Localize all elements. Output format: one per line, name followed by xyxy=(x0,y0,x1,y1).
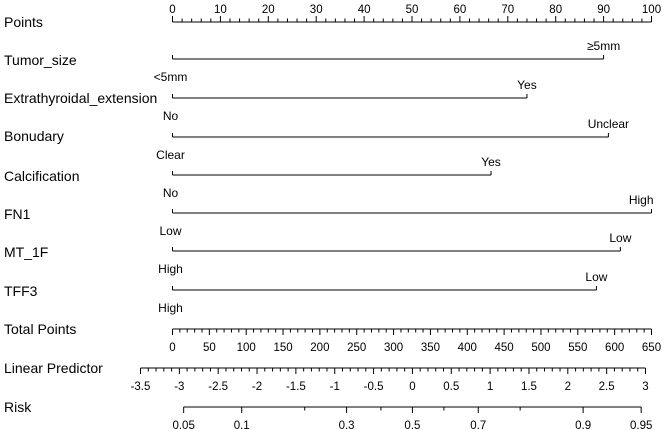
points-tick-label: 40 xyxy=(358,4,371,16)
total-points-tick-label: 350 xyxy=(421,342,440,354)
variable-row: No Yes xyxy=(163,78,537,123)
variable-row: Clear Unclear xyxy=(156,117,629,162)
points-tick-label: 30 xyxy=(310,4,323,16)
total-points-tick-label: 200 xyxy=(310,342,329,354)
linear-predictor-tick-label: -1.5 xyxy=(286,381,306,393)
linear-predictor-tick-label: 2 xyxy=(565,381,571,393)
level-label: <5mm xyxy=(154,70,188,84)
variable-label: FN1 xyxy=(4,206,31,222)
risk-tick-label: 0.95 xyxy=(630,420,652,430)
points-axis: 0 10 20 30 40 50 60 70 80 90 100 xyxy=(169,4,661,23)
variable-row: <5mm ≥5mm xyxy=(154,39,621,84)
linear-predictor-tick-label: 0.5 xyxy=(443,381,459,393)
risk-tick-label: 0.5 xyxy=(404,420,420,430)
linear-predictor-tick-label: 1.5 xyxy=(521,381,537,393)
linear-predictor-axis: -3.5 -3 -2.5 -2 -1.5 -1 -0.5 0 0.5 1 1.5 2 2.5 3 xyxy=(131,367,649,393)
variable-row: High Low xyxy=(158,270,608,315)
total-points-tick-label: 550 xyxy=(568,342,587,354)
risk-tick-label: 0.1 xyxy=(234,420,250,430)
total-points-tick-label: 100 xyxy=(237,342,256,354)
points-tick-label: 10 xyxy=(214,4,227,16)
points-tick-label: 20 xyxy=(262,4,275,16)
linear-predictor-tick-label: -0.5 xyxy=(364,381,384,393)
total-points-tick-label: 0 xyxy=(169,342,175,354)
linear-predictor-tick-label: -3 xyxy=(174,381,184,393)
variable-label: Bonudary xyxy=(4,128,64,144)
points-tick-label: 90 xyxy=(597,4,610,16)
variable-row: Low High xyxy=(159,193,653,238)
row-labels: Points Tumor_size Extrathyroidal_extension… xyxy=(4,14,157,415)
risk-tick-label: 0.3 xyxy=(339,420,355,430)
level-label: High xyxy=(158,262,183,276)
linear-predictor-tick-label: -3.5 xyxy=(131,381,151,393)
level-label: Unclear xyxy=(588,117,629,131)
risk-tick-label: 0.05 xyxy=(172,420,194,430)
linear-predictor-tick-label: -1 xyxy=(330,381,340,393)
variable-label: Extrathyroidal_extension xyxy=(4,90,157,106)
points-tick-label: 100 xyxy=(642,4,661,16)
level-label: High xyxy=(629,193,654,207)
total-points-tick-label: 300 xyxy=(384,342,403,354)
linear-predictor-tick-label: 0 xyxy=(409,381,415,393)
linear-predictor-tick-label: 3 xyxy=(642,381,648,393)
level-label: High xyxy=(158,301,183,315)
total-points-tick-label: 650 xyxy=(642,342,661,354)
points-tick-label: 80 xyxy=(549,4,562,16)
points-tick-label: 70 xyxy=(501,4,514,16)
level-label: Low xyxy=(609,231,631,245)
variable-label: TFF3 xyxy=(4,283,38,299)
total-points-axis: 0 50 100 150 200 250 300 350 400 450 500 550 600 650 xyxy=(169,328,661,354)
level-label: No xyxy=(163,109,179,123)
total-points-tick-label: 450 xyxy=(495,342,514,354)
points-tick-label: 0 xyxy=(169,4,175,16)
variable-lines: <5mm≥5mmNoYesClearUnclearNoYesLowHighHig… xyxy=(154,39,654,315)
risk-tick-label: 0.9 xyxy=(575,420,591,430)
linear-predictor-tick-label: -2.5 xyxy=(208,381,228,393)
points-tick-label: 60 xyxy=(454,4,467,16)
linear-predictor-axis-label: Linear Predictor xyxy=(4,360,103,376)
variable-row: No Yes xyxy=(163,155,501,200)
risk-axis-label: Risk xyxy=(4,399,32,415)
level-label: ≥5mm xyxy=(587,39,620,53)
variable-label: Calcification xyxy=(4,168,79,184)
total-points-tick-label: 250 xyxy=(347,342,366,354)
variable-row: High Low xyxy=(158,231,632,276)
points-tick-label: 50 xyxy=(406,4,419,16)
level-label: Yes xyxy=(481,155,501,169)
level-label: Low xyxy=(585,270,607,284)
level-label: No xyxy=(163,186,179,200)
total-points-tick-label: 500 xyxy=(531,342,550,354)
linear-predictor-tick-label: 1 xyxy=(487,381,493,393)
variable-label: Tumor_size xyxy=(4,52,77,68)
variable-label: MT_1F xyxy=(4,244,48,260)
total-points-tick-label: 400 xyxy=(458,342,477,354)
level-label: Clear xyxy=(156,148,185,162)
level-label: Low xyxy=(159,224,181,238)
linear-predictor-tick-label: 2.5 xyxy=(599,381,615,393)
total-points-tick-label: 600 xyxy=(605,342,624,354)
total-points-tick-label: 50 xyxy=(203,342,216,354)
total-points-tick-label: 150 xyxy=(273,342,292,354)
linear-predictor-tick-label: -2 xyxy=(252,381,262,393)
risk-axis: 0.05 0.1 0.3 0.5 0.7 0.9 0.95 xyxy=(172,406,652,430)
points-axis-label: Points xyxy=(4,14,43,30)
total-points-axis-label: Total Points xyxy=(4,321,76,337)
level-label: Yes xyxy=(517,78,537,92)
risk-tick-label: 0.7 xyxy=(470,420,486,430)
